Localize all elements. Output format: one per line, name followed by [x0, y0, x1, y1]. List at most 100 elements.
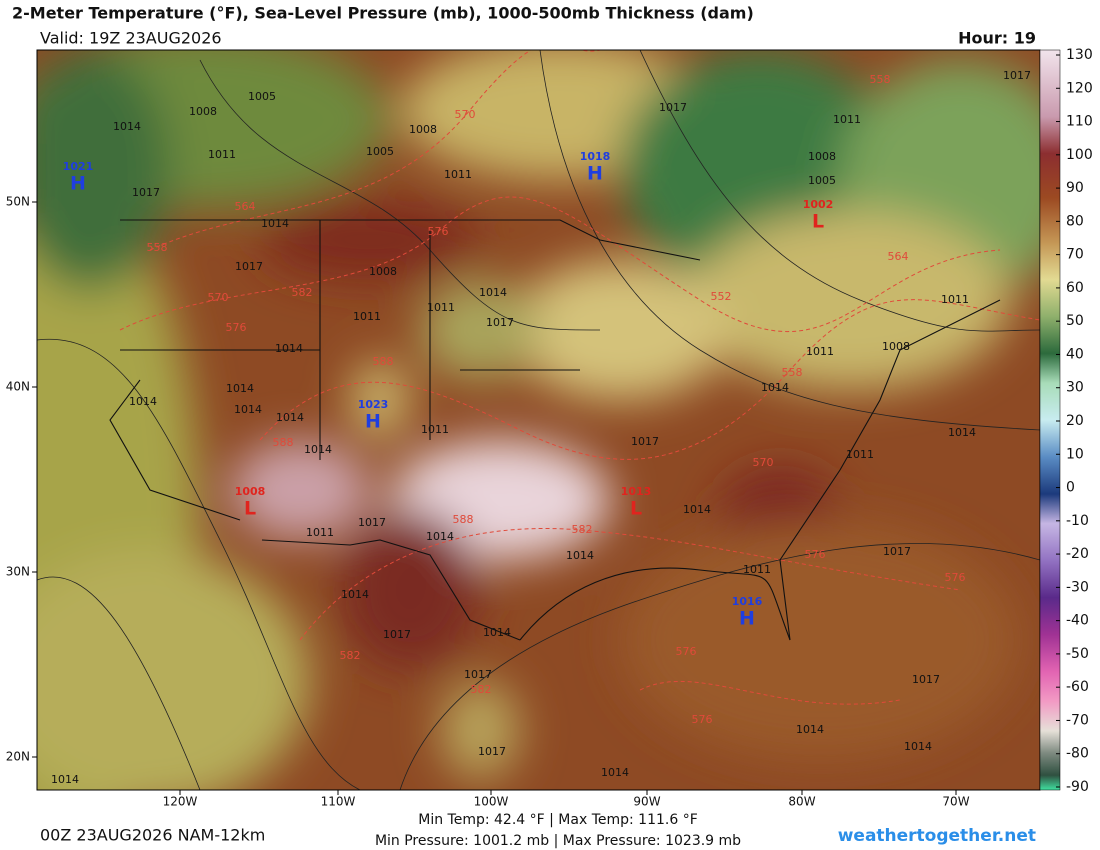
colorbar-tick-label: 20 [1066, 413, 1084, 429]
map-field [37, 50, 1040, 790]
colorbar-tick-label: 50 [1066, 313, 1084, 329]
colorbar-ticks: 1301201101009080706050403020100-10-20-30… [1056, 47, 1093, 795]
center-value: 1018 [580, 150, 611, 163]
colorbar-tick-label: 100 [1066, 147, 1093, 163]
colorbar-tick-label: -20 [1066, 546, 1089, 562]
isobar-label: 1014 [761, 381, 789, 394]
isobar-label: 1017 [132, 186, 160, 199]
isobar-label: 1008 [882, 340, 910, 353]
isobar-label: 1014 [234, 403, 262, 416]
isobar-label: 1014 [948, 426, 976, 439]
colorbar-tick-label: -80 [1066, 746, 1089, 762]
lon-label: 70W [942, 795, 969, 809]
isobar-label: 1014 [426, 530, 454, 543]
lat-label: 40N [6, 380, 30, 394]
isobar-label: 1011 [208, 148, 236, 161]
isobar-label: 1005 [366, 145, 394, 158]
site-link[interactable]: weathertogether.net [838, 826, 1036, 846]
isobar-label: 1014 [226, 382, 254, 395]
model-run: 00Z 23AUG2026 NAM-12km [40, 826, 265, 845]
isobar-label: 1011 [833, 113, 861, 126]
colorbar-tick-label: -70 [1066, 712, 1089, 728]
isobar-label: 1017 [883, 545, 911, 558]
temperature-shading [37, 50, 1040, 790]
thickness-label: 576 [676, 645, 697, 658]
center-letter: L [812, 211, 824, 233]
isobar-label: 1014 [113, 120, 141, 133]
footer: 00Z 23AUG2026 NAM-12km Min Temp: 42.4 °F… [40, 812, 1036, 849]
thickness-label: 582 [292, 286, 313, 299]
thickness-label: 570 [208, 291, 229, 304]
forecast-hour: Hour: 19 [958, 29, 1036, 48]
isobar-label: 1017 [464, 668, 492, 681]
thickness-label: 558 [870, 73, 891, 86]
isobar-label: 1014 [304, 443, 332, 456]
isobars [37, 50, 1040, 790]
isobar-label: 1017 [486, 316, 514, 329]
map-title: 2-Meter Temperature (°F), Sea-Level Pres… [12, 4, 754, 23]
isobar-label: 1011 [306, 526, 334, 539]
isobar-label: 1014 [601, 766, 629, 779]
lon-label: 100W [474, 795, 509, 809]
lat-label: 30N [6, 565, 30, 579]
isobar-label: 1017 [912, 673, 940, 686]
isobar-label: 1017 [383, 628, 411, 641]
colorbar-tick-label: 120 [1066, 80, 1093, 96]
colorbar-tick-label: -10 [1066, 513, 1089, 529]
temp-stats: Min Temp: 42.4 °F | Max Temp: 111.6 °F [418, 812, 698, 828]
thickness-label: 570 [455, 108, 476, 121]
isobar-label: 1017 [659, 101, 687, 114]
thickness-label: 564 [888, 250, 909, 263]
lat-label: 20N [6, 750, 30, 764]
thickness-label: 552 [711, 290, 732, 303]
colorbar-tick-label: 70 [1066, 247, 1084, 263]
colorbar-tick-label: 0 [1066, 480, 1075, 496]
center-value: 1002 [803, 198, 834, 211]
isobar-label: 1005 [808, 174, 836, 187]
center-value: 1023 [358, 398, 389, 411]
thickness-label: 588 [273, 436, 294, 449]
thickness-label: 582 [471, 683, 492, 696]
colorbar-tick-label: 80 [1066, 213, 1084, 229]
isobar-label: 1011 [353, 310, 381, 323]
isobar-label: 1014 [483, 626, 511, 639]
center-letter: L [630, 498, 642, 520]
header: 2-Meter Temperature (°F), Sea-Level Pres… [12, 4, 1036, 48]
colorbar-tick-label: 10 [1066, 446, 1084, 462]
isobar-label: 1014 [275, 342, 303, 355]
colorbar-tick-label: 130 [1066, 47, 1093, 63]
isobar-label: 1014 [904, 740, 932, 753]
isobar-label: 1017 [235, 260, 263, 273]
colorbar-tick-label: 40 [1066, 346, 1084, 362]
thickness-label: 576 [805, 548, 826, 561]
isobar-label: 1014 [566, 549, 594, 562]
center-letter: L [244, 498, 256, 520]
isobar-label: 1014 [683, 503, 711, 516]
thickness-label: 582 [340, 649, 361, 662]
isobar-label: 1011 [743, 563, 771, 576]
lon-label: 110W [321, 795, 356, 809]
thickness-label: 582 [572, 523, 593, 536]
isobar-label: 1017 [631, 435, 659, 448]
isobar-label: 1011 [846, 448, 874, 461]
lon-label: 120W [163, 795, 198, 809]
lon-label: 90W [633, 795, 660, 809]
isobar-label: 1014 [129, 395, 157, 408]
thickness-label: 576 [226, 321, 247, 334]
isobar-label: 1014 [341, 588, 369, 601]
isobar-label: 1017 [478, 745, 506, 758]
thickness-label: 558 [782, 366, 803, 379]
pressure-stats: Min Pressure: 1001.2 mb | Max Pressure: … [375, 833, 741, 849]
thickness-label: 588 [453, 513, 474, 526]
isobar-label: 1014 [479, 286, 507, 299]
thickness-label: 576 [945, 571, 966, 584]
colorbar-tick-label: -90 [1066, 779, 1089, 795]
isobar-label: 1011 [806, 345, 834, 358]
isobar-label: 1014 [51, 773, 79, 786]
thickness-label: 564 [235, 200, 256, 213]
isobar-label: 1011 [444, 168, 472, 181]
isobar-label: 1005 [248, 90, 276, 103]
thickness-label: 588 [373, 355, 394, 368]
colorbar-tick-label: -60 [1066, 679, 1089, 695]
